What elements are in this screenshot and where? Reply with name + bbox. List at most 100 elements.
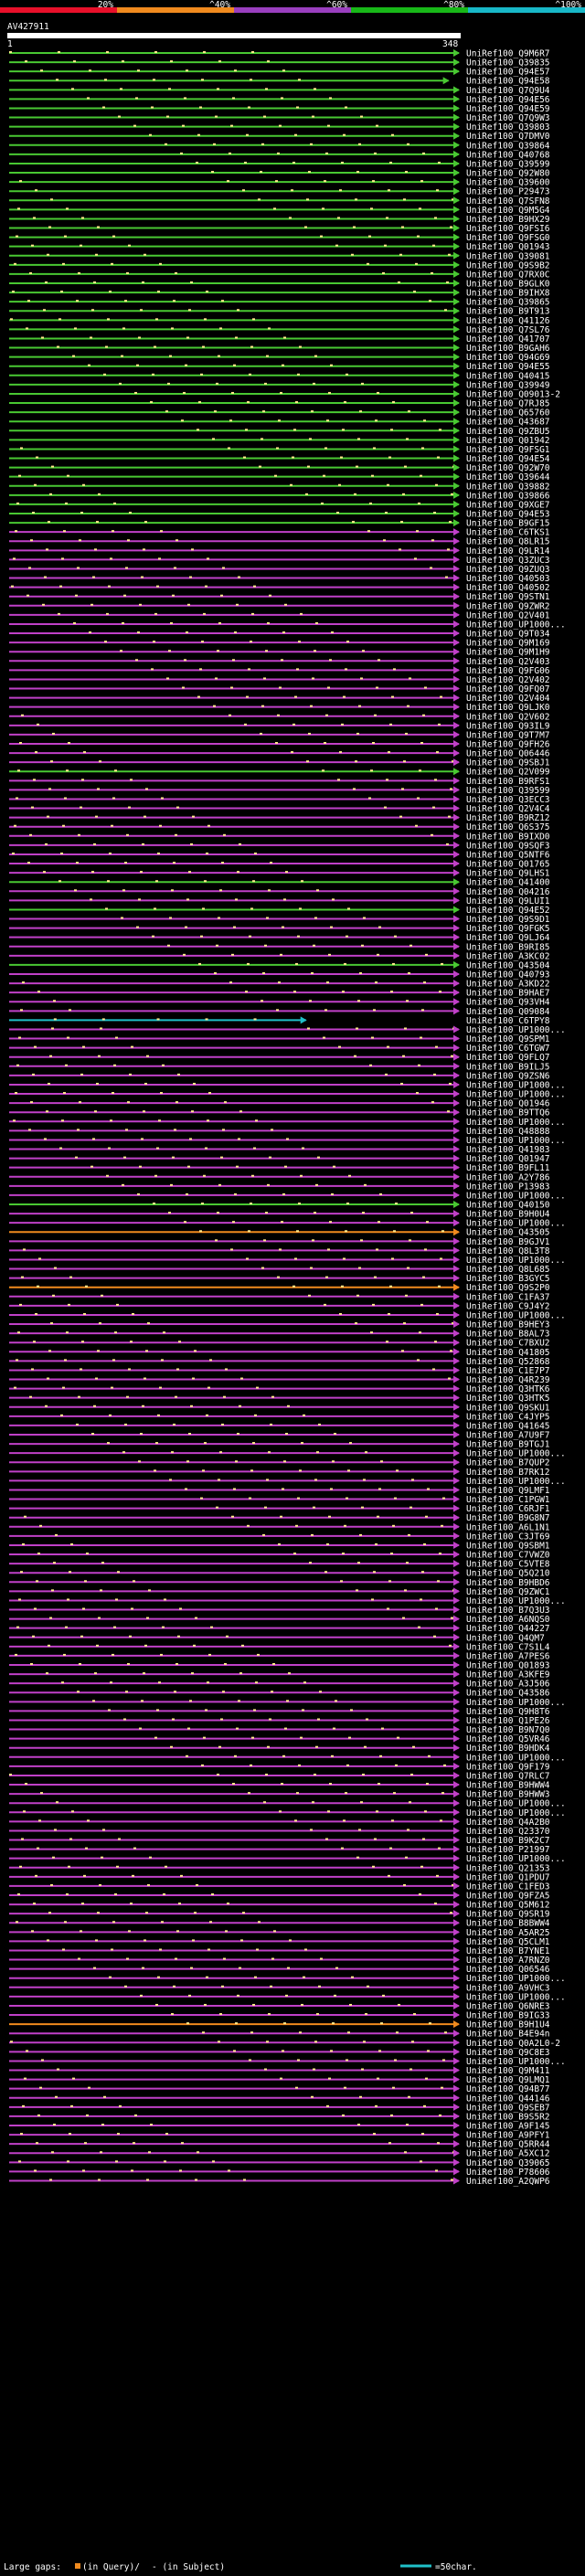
hit-label[interactable]: UniRef100_Q7Q9W3 <box>466 113 550 123</box>
hit-label[interactable]: UniRef100_Q09084 <box>466 1007 550 1017</box>
hit-label[interactable]: UniRef100_Q9LUI1 <box>466 896 550 906</box>
hit-label[interactable]: UniRef100_Q2V099 <box>466 768 550 778</box>
hit-label[interactable]: UniRef100_Q40150 <box>466 1201 550 1211</box>
hit-label[interactable]: UniRef100_Q93IL9 <box>466 721 550 731</box>
hit-label[interactable]: UniRef100_Q39864 <box>466 141 550 151</box>
hit-label[interactable]: UniRef100_C4JYP5 <box>466 1412 550 1422</box>
hit-label[interactable]: UniRef100_Q9FLQ7 <box>466 1053 550 1063</box>
hit-label[interactable]: UniRef100_Q09013-2 <box>466 389 560 399</box>
hit-label[interactable]: UniRef100_B9G8N7 <box>466 1513 550 1523</box>
hit-label[interactable]: UniRef100_Q06546 <box>466 1965 550 1975</box>
hit-label[interactable]: UniRef100_Q94E52 <box>466 906 550 916</box>
hit-label[interactable]: UniRef100_UP1000... <box>466 1753 566 1763</box>
hit-label[interactable]: UniRef100_C6TGW7 <box>466 1044 550 1054</box>
hit-label[interactable]: UniRef100_Q94E57 <box>466 68 550 78</box>
hit-label[interactable]: UniRef100_A7U9F7 <box>466 1431 550 1441</box>
hit-label[interactable]: UniRef100_Q01946 <box>466 1099 550 1109</box>
hit-label[interactable]: UniRef100_Q01943 <box>466 242 550 252</box>
hit-label[interactable]: UniRef100_Q93VH4 <box>466 998 550 1008</box>
hit-label[interactable]: UniRef100_UP1000... <box>466 1854 566 1864</box>
hit-label[interactable]: UniRef100_B9RZ12 <box>466 813 550 823</box>
hit-label[interactable]: UniRef100_Q8L3T8 <box>466 1246 550 1256</box>
hit-label[interactable]: UniRef100_Q39599 <box>466 159 550 169</box>
hit-label[interactable]: UniRef100_Q5Q210 <box>466 1569 550 1579</box>
hit-label[interactable]: UniRef100_Q39600 <box>466 178 550 188</box>
hit-label[interactable]: UniRef100_B9IHX8 <box>466 289 550 299</box>
hit-label[interactable]: UniRef100_Q40793 <box>466 970 550 981</box>
hit-label[interactable]: UniRef100_Q3ZUC3 <box>466 556 550 566</box>
hit-label[interactable]: UniRef100_Q39866 <box>466 491 550 501</box>
hit-label[interactable]: UniRef100_Q5M612 <box>466 1901 550 1911</box>
hit-label[interactable]: UniRef100_Q01893 <box>466 1661 550 1671</box>
hit-label[interactable]: UniRef100_P13983 <box>466 1182 550 1192</box>
hit-label[interactable]: UniRef100_Q9FH26 <box>466 740 550 750</box>
hit-label[interactable]: UniRef100_Q7DMV0 <box>466 132 550 142</box>
hit-label[interactable]: UniRef100_Q21353 <box>466 1863 550 1873</box>
hit-label[interactable]: UniRef100_Q43687 <box>466 418 550 428</box>
hit-label[interactable]: UniRef100_Q9ZWR2 <box>466 601 550 611</box>
hit-label[interactable]: UniRef100_C6TKS1 <box>466 528 550 538</box>
hit-label[interactable]: UniRef100_Q94E54 <box>466 454 550 464</box>
hit-label[interactable]: UniRef100_UP1000... <box>466 1698 566 1708</box>
hit-label[interactable]: UniRef100_C5VTE8 <box>466 1560 550 1570</box>
hit-label[interactable]: UniRef100_Q6NRE3 <box>466 2001 550 2011</box>
hit-label[interactable]: UniRef100_Q1PE26 <box>466 1716 550 1726</box>
hit-label[interactable]: UniRef100_Q23370 <box>466 1827 550 1837</box>
hit-label[interactable]: UniRef100_B9GJV1 <box>466 1237 550 1247</box>
hit-label[interactable]: UniRef100_C9J4Y2 <box>466 1301 550 1311</box>
hit-label[interactable]: UniRef100_Q9ZSN6 <box>466 1071 550 1081</box>
hit-label[interactable]: UniRef100_Q94E59 <box>466 104 550 114</box>
hit-label[interactable]: UniRef100_Q9ZBU5 <box>466 427 550 437</box>
hit-label[interactable]: UniRef100_B9TGJ1 <box>466 1440 550 1450</box>
hit-label[interactable]: UniRef100_C3JT69 <box>466 1532 550 1542</box>
hit-label[interactable]: UniRef100_Q41983 <box>466 1145 550 1155</box>
hit-label[interactable]: UniRef100_C6TPY8 <box>466 1016 550 1026</box>
hit-label[interactable]: UniRef100_C6RJF1 <box>466 1504 550 1514</box>
hit-label[interactable]: UniRef100_UP1000... <box>466 1808 566 1818</box>
hit-label[interactable]: UniRef100_Q5VR46 <box>466 1734 550 1744</box>
hit-label[interactable]: UniRef100_Q43505 <box>466 1228 550 1238</box>
hit-label[interactable]: UniRef100_Q92W80 <box>466 169 550 179</box>
hit-label[interactable]: UniRef100_B9HX29 <box>466 215 550 225</box>
hit-label[interactable]: UniRef100_B9T913 <box>466 307 550 317</box>
hit-label[interactable]: UniRef100_Q92W70 <box>466 463 550 473</box>
hit-label[interactable]: UniRef100_Q9LMF1 <box>466 1486 550 1496</box>
hit-label[interactable]: UniRef100_Q6S375 <box>466 822 550 832</box>
hit-label[interactable]: UniRef100_C1E7P7 <box>466 1366 550 1376</box>
hit-label[interactable]: UniRef100_Q9ZWC1 <box>466 1587 550 1597</box>
hit-label[interactable]: UniRef100_Q39599 <box>466 786 550 796</box>
hit-label[interactable]: UniRef100_B9H0U4 <box>466 1210 550 1220</box>
hit-label[interactable]: UniRef100_Q9SPM1 <box>466 1034 550 1044</box>
hit-label[interactable]: UniRef100_B9IG33 <box>466 2011 550 2021</box>
hit-label[interactable]: UniRef100_Q2V401 <box>466 610 550 620</box>
hit-label[interactable]: UniRef100_Q04216 <box>466 887 550 897</box>
hit-label[interactable]: UniRef100_Q41126 <box>466 316 550 326</box>
hit-label[interactable]: UniRef100_Q9S2P0 <box>466 1283 550 1293</box>
hit-label[interactable]: UniRef100_Q5RR44 <box>466 2140 550 2150</box>
hit-label[interactable]: UniRef100_Q41707 <box>466 334 550 345</box>
hit-label[interactable]: UniRef100_Q9FGK5 <box>466 924 550 934</box>
hit-label[interactable]: UniRef100_Q4QM7 <box>466 1633 545 1643</box>
hit-label[interactable]: UniRef100_Q7SL76 <box>466 325 550 335</box>
hit-label[interactable]: UniRef100_C1FA37 <box>466 1292 550 1302</box>
hit-label[interactable]: UniRef100_UP1000... <box>466 1219 566 1229</box>
hit-label[interactable]: UniRef100_Q9SKU1 <box>466 1403 550 1413</box>
hit-label[interactable]: UniRef100_Q4R239 <box>466 1375 550 1385</box>
hit-label[interactable]: UniRef100_UP1000... <box>466 1090 566 1100</box>
hit-label[interactable]: UniRef100_Q5NTF6 <box>466 850 550 860</box>
hit-label[interactable]: UniRef100_B9HWW4 <box>466 1781 550 1791</box>
hit-label[interactable]: UniRef100_Q8L685 <box>466 1265 550 1275</box>
hit-label[interactable]: UniRef100_Q39865 <box>466 298 550 308</box>
hit-label[interactable]: UniRef100_Q9F179 <box>466 1762 550 1772</box>
hit-label[interactable]: UniRef100_B7QUP2 <box>466 1458 550 1468</box>
hit-label[interactable]: UniRef100_Q5CLM1 <box>466 1937 550 1947</box>
hit-label[interactable]: UniRef100_B9GLK0 <box>466 280 550 290</box>
hit-label[interactable]: UniRef100_Q01947 <box>466 1154 550 1164</box>
hit-label[interactable]: UniRef100_B7RK12 <box>466 1468 550 1478</box>
hit-label[interactable]: UniRef100_Q40502 <box>466 583 550 593</box>
hit-label[interactable]: UniRef100_A2QWP6 <box>466 2177 550 2187</box>
hit-label[interactable]: UniRef100_Q9T7M7 <box>466 730 550 740</box>
hit-label[interactable]: UniRef100_Q9FZA5 <box>466 1892 550 1902</box>
hit-label[interactable]: UniRef100_Q39835 <box>466 58 550 69</box>
hit-label[interactable]: UniRef100_Q9M1H9 <box>466 648 550 658</box>
